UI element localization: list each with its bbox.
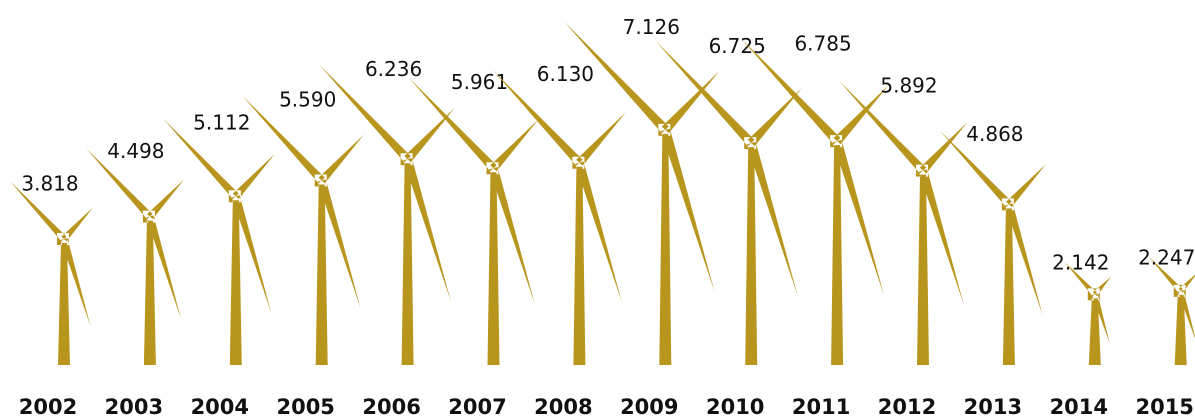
- turbine: [1149, 257, 1195, 365]
- turbine: [86, 148, 184, 365]
- value-label: 6.236: [365, 57, 422, 81]
- x-tick-label: 2002: [19, 395, 77, 419]
- value-label: 3.818: [21, 171, 78, 195]
- turbine: [940, 130, 1046, 365]
- turbine: [163, 119, 274, 365]
- value-label: 4.868: [966, 122, 1023, 146]
- turbine: [10, 181, 93, 365]
- value-label: 5.112: [193, 110, 250, 134]
- value-label: 5.590: [279, 88, 336, 112]
- x-tick-label: 2009: [620, 395, 678, 419]
- value-label: 6.785: [794, 31, 851, 55]
- x-tick-label: 2011: [792, 395, 850, 419]
- turbine: [1064, 262, 1111, 365]
- x-tick-label: 2010: [706, 395, 764, 419]
- value-label: 4.498: [107, 139, 164, 163]
- turbine: [839, 81, 967, 365]
- x-tick-label: 2008: [534, 395, 592, 419]
- x-tick-label: 2014: [1050, 395, 1108, 419]
- value-label: 2.247: [1138, 245, 1195, 269]
- value-label: 6.130: [537, 62, 594, 86]
- value-label: 2.142: [1052, 250, 1109, 274]
- x-tick-label: 2003: [105, 395, 163, 419]
- value-label: 5.892: [880, 73, 937, 97]
- turbine: [242, 96, 364, 365]
- turbine: [741, 38, 889, 365]
- turbine: [492, 70, 626, 365]
- chart: 3.818 2002 4.498 2003 5.112 2004 5.590 2005 6.23…: [0, 0, 1195, 419]
- value-label: 7.126: [623, 15, 680, 39]
- x-tick-label: 2012: [878, 395, 936, 419]
- turbine: [319, 65, 455, 365]
- x-tick-label: 2005: [276, 395, 334, 419]
- x-tick-label: 2013: [964, 395, 1022, 419]
- turbine: [656, 41, 802, 365]
- x-tick-label: 2007: [448, 395, 506, 419]
- x-tick-label: 2006: [362, 395, 420, 419]
- value-label: 5.961: [451, 70, 508, 94]
- x-tick-label: 2004: [191, 395, 249, 419]
- x-tick-label: 2015: [1135, 395, 1193, 419]
